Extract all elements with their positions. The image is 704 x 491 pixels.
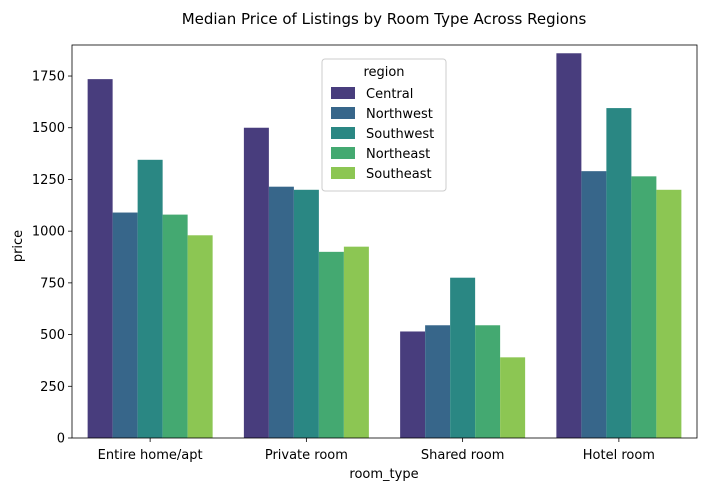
bar-northwest-3	[425, 325, 451, 438]
legend-swatch-central	[331, 87, 355, 99]
plot-area: 0 250 500 750 1000 1250 1500 1750 Entire home/ap…	[32, 44, 698, 463]
y-axis-label: price	[11, 230, 26, 262]
bar-northwest-1	[112, 212, 138, 438]
bar-central-3	[400, 331, 426, 438]
legend-title: region	[363, 65, 404, 80]
bar-central-1	[87, 79, 113, 438]
bar-northeast-1	[162, 214, 188, 438]
bar-southwest-2	[293, 189, 319, 438]
bar-southwest-4	[606, 108, 632, 438]
y-tick-label: 250	[40, 380, 65, 395]
bar-central-2	[243, 127, 269, 439]
y-tick-label: 1250	[32, 173, 65, 188]
y-tick-label: 1750	[32, 70, 65, 85]
x-tick-label: Hotel room	[583, 448, 655, 463]
x-tick-label: Private room	[265, 448, 348, 463]
bar-northeast-2	[318, 251, 344, 438]
bar-southwest-1	[137, 159, 163, 439]
legend-swatch-southeast	[331, 167, 355, 179]
bar-southeast-1	[187, 235, 213, 438]
legend-swatch-northeast	[331, 147, 355, 159]
bar-southeast-3	[500, 357, 526, 438]
y-tick-label: 1500	[32, 121, 65, 136]
y-tick-label: 1000	[32, 225, 65, 240]
bar-southwest-3	[450, 277, 476, 438]
legend-label-southwest: Southwest	[366, 127, 434, 142]
legend-label-southeast: Southeast	[366, 167, 432, 182]
bar-central-4	[556, 53, 582, 439]
x-tick-label: Entire home/apt	[98, 448, 203, 463]
chart-title: Median Price of Listings by Room Type Ac…	[182, 10, 587, 28]
legend-label-northeast: Northeast	[366, 147, 430, 162]
legend-swatch-northwest	[331, 107, 355, 119]
x-axis-label: room_type	[349, 467, 418, 482]
legend-label-central: Central	[366, 87, 413, 102]
bar-northeast-3	[475, 325, 501, 438]
x-tick-label: Shared room	[421, 448, 505, 463]
legend-swatch-southwest	[331, 127, 355, 139]
y-tick-label: 500	[40, 328, 65, 343]
legend: region Central Northwest Southwest Northeas…	[321, 58, 447, 192]
legend-label-northwest: Northwest	[366, 107, 433, 122]
bar-southeast-2	[343, 246, 369, 438]
bar-southeast-4	[656, 189, 682, 438]
axes-frame	[71, 44, 698, 439]
y-tick-label: 0	[57, 432, 65, 447]
bar-northwest-4	[581, 171, 607, 439]
y-tick-label: 750	[40, 276, 65, 291]
bar-northeast-4	[631, 176, 657, 438]
bar-northwest-2	[268, 186, 294, 438]
